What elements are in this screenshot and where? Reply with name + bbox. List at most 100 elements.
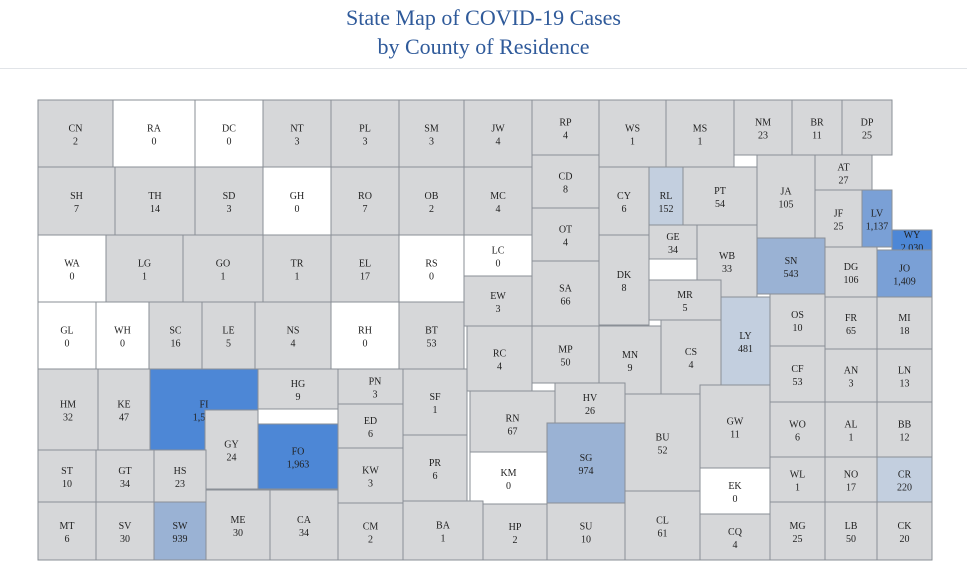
county-ob[interactable]: OB 2 [398,166,465,236]
county-cr[interactable]: CR 220 [876,456,933,503]
county-wa[interactable]: WA 0 [37,234,107,303]
county-ra[interactable]: RA 0 [112,99,196,168]
county-gw[interactable]: GW 11 [699,384,771,469]
county-km[interactable]: KM 0 [469,451,548,505]
county-shape[interactable] [262,234,332,303]
county-ns[interactable]: NS 4 [254,301,332,370]
county-shape[interactable] [531,207,600,262]
county-ms[interactable]: MS 1 [665,99,735,168]
county-shape[interactable] [546,502,626,561]
county-shape[interactable] [824,501,878,561]
county-al[interactable]: AL 1 [824,401,878,458]
county-sg[interactable]: SG 974 [546,422,626,504]
county-nt[interactable]: NT 3 [262,99,332,168]
county-mr[interactable]: MR 5 [648,279,722,321]
county-lc[interactable]: LC 0 [463,234,533,277]
county-shape[interactable] [37,234,107,303]
county-fo[interactable]: FO 1,963 [257,423,339,490]
county-shape[interactable] [648,279,722,321]
county-shape[interactable] [876,249,933,298]
county-shape[interactable] [398,301,465,370]
county-shape[interactable] [720,296,771,386]
county-mi[interactable]: MI 18 [876,296,933,350]
county-go[interactable]: GO 1 [182,234,264,303]
county-wl[interactable]: WL 1 [769,456,826,503]
county-cn[interactable]: CN 2 [37,99,114,168]
county-shape[interactable] [330,234,400,303]
county-shape[interactable] [648,166,684,236]
county-ca[interactable]: CA 34 [269,489,339,561]
county-shape[interactable] [330,99,400,168]
county-wb[interactable]: WB 33 [696,224,758,298]
county-shape[interactable] [769,345,826,403]
county-shape[interactable] [665,99,735,168]
county-shape[interactable] [269,489,339,561]
county-shape[interactable] [37,99,114,168]
county-shape[interactable] [824,246,878,298]
county-shape[interactable] [546,422,626,504]
county-ge[interactable]: GE 34 [648,224,698,260]
county-cs[interactable]: CS 4 [660,319,722,395]
county-shape[interactable] [876,401,933,458]
county-lb[interactable]: LB 50 [824,501,878,561]
county-shape[interactable] [482,503,548,561]
county-shape[interactable] [37,301,97,370]
county-shape[interactable] [37,368,99,451]
county-hp[interactable]: HP 2 [482,503,548,561]
county-shape[interactable] [398,166,465,236]
county-shape[interactable] [699,467,771,515]
county-rs[interactable]: RS 0 [398,234,465,303]
county-jw[interactable]: JW 4 [463,99,533,168]
county-lg[interactable]: LG 1 [105,234,184,303]
county-at[interactable]: AT 27 [814,154,873,191]
county-ja[interactable]: JA 105 [756,154,816,239]
county-el[interactable]: EL 17 [330,234,400,303]
county-pt[interactable]: PT 54 [682,166,758,226]
county-shape[interactable] [97,368,151,451]
county-shape[interactable] [876,348,933,403]
county-shape[interactable] [598,99,667,168]
county-shape[interactable] [402,434,468,502]
county-hs[interactable]: HS 23 [153,449,207,503]
county-shape[interactable] [699,513,771,561]
county-hm[interactable]: HM 32 [37,368,99,451]
county-sw[interactable]: SW 939 [153,501,207,561]
county-rn[interactable]: RN 67 [469,390,556,457]
county-wh[interactable]: WH 0 [95,301,150,370]
county-ek[interactable]: EK 0 [699,467,771,515]
county-shape[interactable] [624,490,701,561]
county-hg[interactable]: HG 9 [257,368,339,410]
county-ck[interactable]: CK 20 [876,501,933,561]
county-shape[interactable] [769,501,826,561]
county-pr[interactable]: PR 6 [402,434,468,502]
county-shape[interactable] [37,166,116,236]
county-shape[interactable] [402,500,484,561]
county-cy[interactable]: CY 6 [598,166,650,236]
county-shape[interactable] [153,501,207,561]
county-cm[interactable]: CM 2 [337,502,404,561]
county-shape[interactable] [463,234,533,277]
county-mc[interactable]: MC 4 [463,166,533,236]
county-shape[interactable] [204,409,259,490]
county-cd[interactable]: CD 8 [531,154,600,209]
county-cf[interactable]: CF 53 [769,345,826,403]
county-gh[interactable]: GH 0 [262,166,332,236]
county-dc[interactable]: DC 0 [194,99,264,168]
county-shape[interactable] [37,449,97,503]
county-shape[interactable] [841,99,893,156]
county-gl[interactable]: GL 0 [37,301,97,370]
county-hv[interactable]: HV 26 [554,382,626,424]
county-an[interactable]: AN 3 [824,348,878,403]
county-shape[interactable] [337,502,404,561]
county-ro[interactable]: RO 7 [330,166,400,236]
county-shape[interactable] [463,166,533,236]
county-shape[interactable] [114,166,196,236]
county-shape[interactable] [337,447,404,504]
county-shape[interactable] [531,325,600,384]
county-rl[interactable]: RL 152 [648,166,684,236]
county-mt[interactable]: MT 6 [37,501,97,561]
county-shape[interactable] [861,189,893,248]
county-shape[interactable] [469,451,548,505]
county-sc[interactable]: SC 16 [148,301,203,370]
county-st[interactable]: ST 10 [37,449,97,503]
